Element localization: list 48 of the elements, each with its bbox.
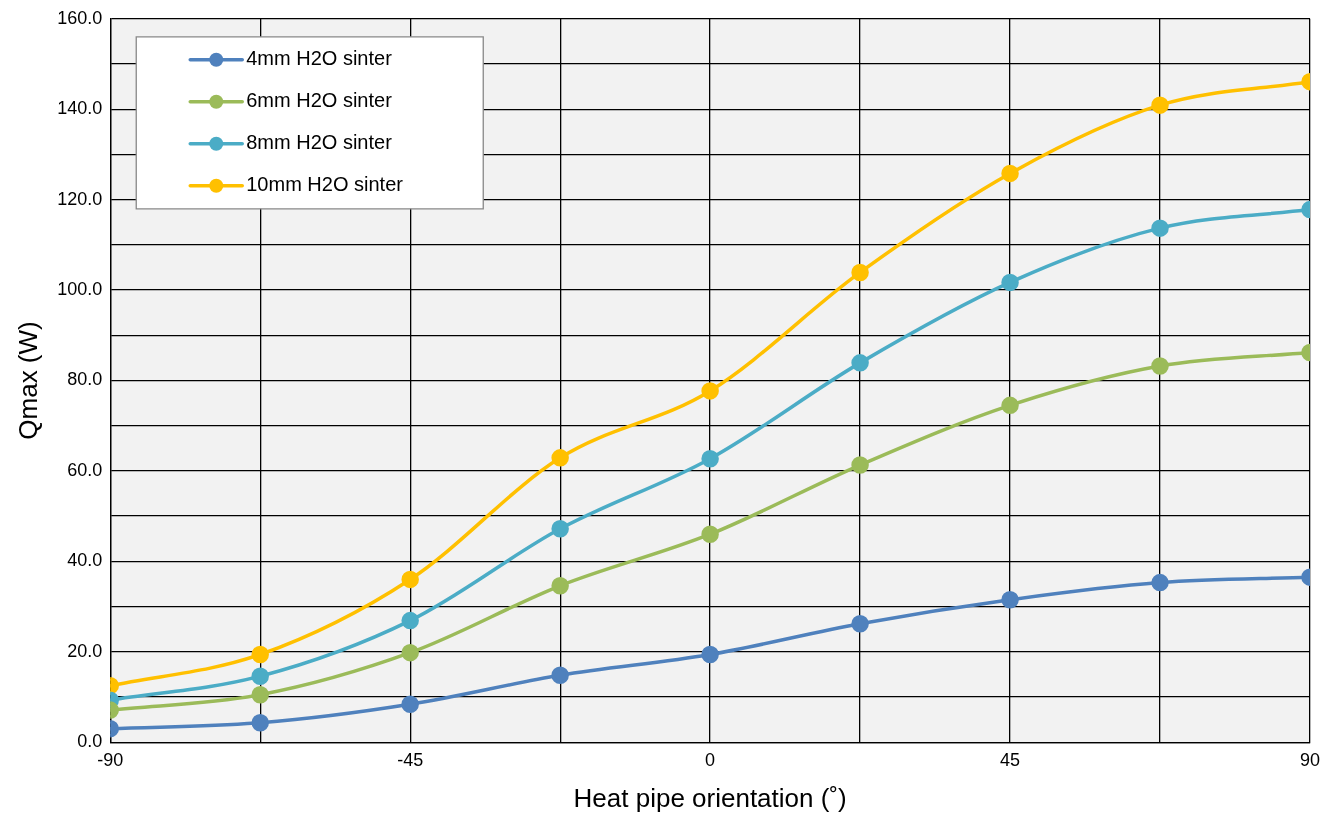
y-axis-title: Qmax (W) — [12, 321, 43, 440]
point — [1151, 96, 1169, 114]
legend-label: 4mm H2O sinter — [246, 47, 393, 70]
point — [701, 382, 719, 400]
y-tick-label: 20.0 — [67, 640, 103, 661]
point — [1001, 591, 1019, 609]
point — [1151, 573, 1169, 592]
point — [1151, 219, 1169, 237]
point — [701, 449, 719, 468]
point — [1001, 164, 1019, 183]
x-tick-label: -45 — [397, 749, 424, 770]
y-tick-label: 100.0 — [57, 279, 103, 300]
y-tick-label: 40.0 — [67, 550, 103, 571]
point — [401, 643, 419, 662]
point — [701, 525, 719, 543]
point — [1151, 357, 1169, 375]
x-tick-label: -90 — [97, 749, 124, 770]
point — [701, 645, 719, 664]
point — [551, 520, 569, 538]
y-tick-label: 160.0 — [57, 7, 103, 28]
y-tick-label: 140.0 — [57, 98, 103, 119]
point — [851, 354, 869, 372]
legend-label: 10mm H2O sinter — [246, 173, 404, 196]
point — [551, 666, 569, 685]
x-tick-label: 45 — [1000, 749, 1021, 770]
point — [401, 570, 419, 589]
y-tick-label: 60.0 — [67, 459, 103, 480]
point — [401, 695, 419, 713]
y-tick-label: 120.0 — [57, 188, 103, 209]
point — [251, 685, 269, 704]
point — [1001, 396, 1019, 415]
point — [851, 614, 869, 633]
point — [1001, 273, 1019, 292]
y-tick-label: 0.0 — [77, 731, 103, 752]
legend-label: 8mm H2O sinter — [246, 131, 393, 154]
x-tick-label: 0 — [705, 749, 716, 770]
point — [401, 611, 419, 630]
point — [251, 645, 269, 664]
legend-label: 6mm H2O sinter — [246, 89, 393, 112]
point — [851, 456, 869, 474]
x-axis-title: Heat pipe orientation (˚) — [573, 782, 847, 813]
point — [551, 577, 569, 595]
point — [251, 714, 269, 732]
y-tick-label: 80.0 — [67, 369, 103, 390]
point — [851, 263, 869, 282]
point — [551, 449, 569, 467]
x-tick-label: 90 — [1299, 749, 1321, 770]
point — [251, 667, 269, 685]
